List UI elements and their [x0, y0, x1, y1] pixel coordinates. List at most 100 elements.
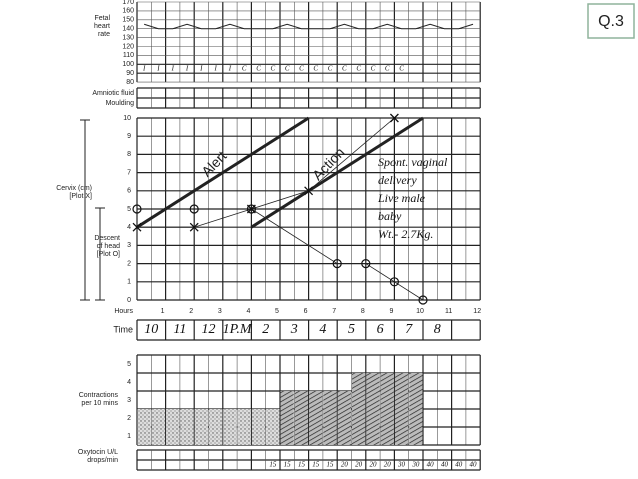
cervix-x	[389, 113, 399, 123]
time-entry: 8	[434, 322, 441, 337]
contraction-bar	[137, 409, 151, 445]
descent-o	[246, 204, 256, 214]
bracket	[80, 119, 105, 301]
contraction-bar	[352, 373, 366, 445]
oxytocin-entry: 40	[441, 461, 449, 469]
time-entry: 6	[377, 322, 384, 337]
contraction-bar	[323, 391, 337, 445]
oxytocin-label: drops/min	[87, 457, 118, 464]
tick-label: 6	[127, 188, 131, 195]
oxytocin-label: Oxytocin U/L	[78, 449, 118, 456]
tick-label: 120	[122, 43, 134, 50]
delivery-note: baby	[378, 209, 402, 223]
oxytocin-entry: 20	[369, 461, 377, 469]
hour-label: 10	[416, 308, 424, 315]
time-label: Time	[113, 324, 133, 334]
tick-label: 1	[127, 433, 131, 440]
contraction-bar	[180, 409, 194, 445]
fluid-entry: C	[328, 64, 333, 72]
tick-label: 4	[127, 224, 131, 231]
tick-label: 2	[127, 260, 131, 267]
tick-label: 140	[122, 26, 134, 33]
contraction-bar	[223, 409, 237, 445]
fluid-entry: I	[213, 64, 217, 72]
hour-label: 6	[304, 308, 308, 315]
tick-label: 150	[122, 17, 134, 24]
time-entry: 1P.M	[223, 322, 253, 337]
fluid-entry: I	[228, 64, 232, 72]
contraction-bar	[380, 373, 394, 445]
contraction-bar	[209, 409, 223, 445]
time-entry: 7	[405, 322, 413, 337]
hour-label: 1	[161, 308, 165, 315]
action-line	[250, 116, 424, 229]
oxytocin-entry: 30	[411, 461, 420, 469]
descent-label: [Plot O]	[97, 251, 120, 258]
descent-o	[332, 259, 342, 269]
tick-label: 160	[122, 8, 134, 15]
fluid-entry: C	[242, 64, 247, 72]
moulding-label: Moulding	[106, 100, 135, 107]
tick-label: 130	[122, 34, 134, 41]
fhr-label: rate	[98, 31, 110, 38]
descent-o	[418, 295, 428, 305]
hour-label: 9	[389, 308, 393, 315]
hour-label: 3	[218, 308, 222, 315]
oxytocin-entry: 30	[397, 461, 406, 469]
time-entry: 11	[173, 322, 186, 337]
tick-label: 1	[127, 279, 131, 286]
hour-label: 4	[246, 308, 250, 315]
fluid-entry: C	[356, 64, 361, 72]
cervix-x	[132, 222, 142, 232]
cervix-x	[304, 186, 314, 196]
contraction-bar	[280, 391, 294, 445]
contraction-bar	[337, 391, 351, 445]
descent-label: Descent	[94, 235, 120, 242]
time-entry: 5	[348, 322, 355, 337]
oxytocin-entry: 40	[427, 461, 435, 469]
fluid-entry: C	[271, 64, 276, 72]
fluid-entry: C	[399, 64, 404, 72]
descent-o	[361, 259, 371, 269]
badge: Q.3	[598, 13, 624, 30]
fluid-entry: I	[142, 64, 146, 72]
tick-label: 110	[123, 52, 134, 59]
oxytocin-entry: 15	[327, 461, 335, 469]
badge-box	[587, 3, 635, 39]
time-entry: 10	[144, 322, 158, 337]
descent-o	[389, 277, 399, 287]
hours-label: Hours	[114, 308, 133, 315]
contraction-bar	[409, 373, 423, 445]
tick-label: 3	[127, 397, 131, 404]
cervix-x	[189, 222, 199, 232]
cervix-label: [Plot X]	[69, 193, 92, 200]
contraction-bar	[194, 409, 208, 445]
fluid-entry: C	[371, 64, 376, 72]
hour-label: 8	[361, 308, 365, 315]
tick-label: 2	[127, 415, 131, 422]
contraction-bar	[309, 391, 323, 445]
fluid-entry: I	[199, 64, 203, 72]
fluid-entry: I	[156, 64, 160, 72]
tick-label: 170	[122, 0, 134, 6]
contraction-bar	[166, 409, 180, 445]
tick-label: 100	[122, 61, 134, 68]
tick-label: 80	[126, 79, 134, 86]
delivery-note: Live male	[377, 191, 426, 205]
tick-label: 10	[123, 115, 131, 122]
tick-label: 7	[127, 169, 131, 176]
oxytocin-entry: 20	[341, 461, 349, 469]
hour-label: 11	[445, 308, 452, 315]
cervix-label: Cervix (cm)	[56, 185, 92, 192]
descent-o	[189, 204, 199, 214]
tick-label: 0	[127, 297, 131, 304]
time-entry: 3	[290, 322, 298, 337]
oxytocin-entry: 40	[455, 461, 463, 469]
oxytocin-entry: 20	[384, 461, 392, 469]
contraction-bar	[366, 373, 380, 445]
contraction-bar	[237, 409, 251, 445]
delivery-note: delivery	[378, 173, 417, 187]
time-entry: 4	[319, 322, 326, 337]
contraction-bar	[266, 409, 280, 445]
